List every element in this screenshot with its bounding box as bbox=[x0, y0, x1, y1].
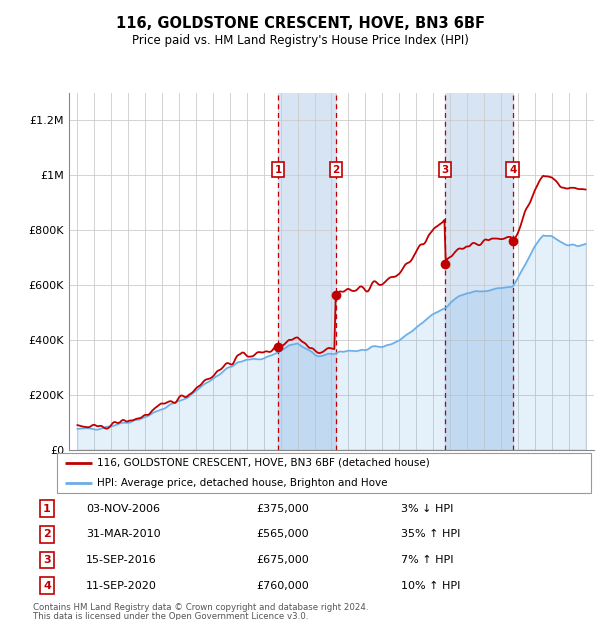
Text: 116, GOLDSTONE CRESCENT, HOVE, BN3 6BF: 116, GOLDSTONE CRESCENT, HOVE, BN3 6BF bbox=[115, 16, 485, 30]
Text: 3: 3 bbox=[442, 165, 449, 175]
Text: HPI: Average price, detached house, Brighton and Hove: HPI: Average price, detached house, Brig… bbox=[97, 478, 388, 488]
Text: 4: 4 bbox=[43, 580, 51, 590]
Text: 3: 3 bbox=[43, 555, 51, 565]
Text: 2: 2 bbox=[332, 165, 340, 175]
Text: £565,000: £565,000 bbox=[256, 529, 309, 539]
Text: £760,000: £760,000 bbox=[256, 580, 309, 590]
Text: This data is licensed under the Open Government Licence v3.0.: This data is licensed under the Open Gov… bbox=[33, 612, 308, 620]
Text: Contains HM Land Registry data © Crown copyright and database right 2024.: Contains HM Land Registry data © Crown c… bbox=[33, 603, 368, 612]
Bar bbox=[278, 93, 336, 450]
FancyBboxPatch shape bbox=[57, 453, 591, 493]
Text: £675,000: £675,000 bbox=[256, 555, 309, 565]
Text: 1: 1 bbox=[274, 165, 281, 175]
Bar bbox=[445, 93, 513, 450]
Text: 1: 1 bbox=[43, 504, 51, 514]
Text: 2: 2 bbox=[43, 529, 51, 539]
Text: £375,000: £375,000 bbox=[256, 504, 309, 514]
Text: 4: 4 bbox=[509, 165, 517, 175]
Text: Price paid vs. HM Land Registry's House Price Index (HPI): Price paid vs. HM Land Registry's House … bbox=[131, 34, 469, 47]
Text: 3% ↓ HPI: 3% ↓ HPI bbox=[401, 504, 454, 514]
Text: 03-NOV-2006: 03-NOV-2006 bbox=[86, 504, 160, 514]
Text: 7% ↑ HPI: 7% ↑ HPI bbox=[401, 555, 454, 565]
Text: 15-SEP-2016: 15-SEP-2016 bbox=[86, 555, 157, 565]
Text: 116, GOLDSTONE CRESCENT, HOVE, BN3 6BF (detached house): 116, GOLDSTONE CRESCENT, HOVE, BN3 6BF (… bbox=[97, 458, 430, 467]
Text: 31-MAR-2010: 31-MAR-2010 bbox=[86, 529, 161, 539]
Text: 35% ↑ HPI: 35% ↑ HPI bbox=[401, 529, 461, 539]
Text: 10% ↑ HPI: 10% ↑ HPI bbox=[401, 580, 461, 590]
Text: 11-SEP-2020: 11-SEP-2020 bbox=[86, 580, 157, 590]
